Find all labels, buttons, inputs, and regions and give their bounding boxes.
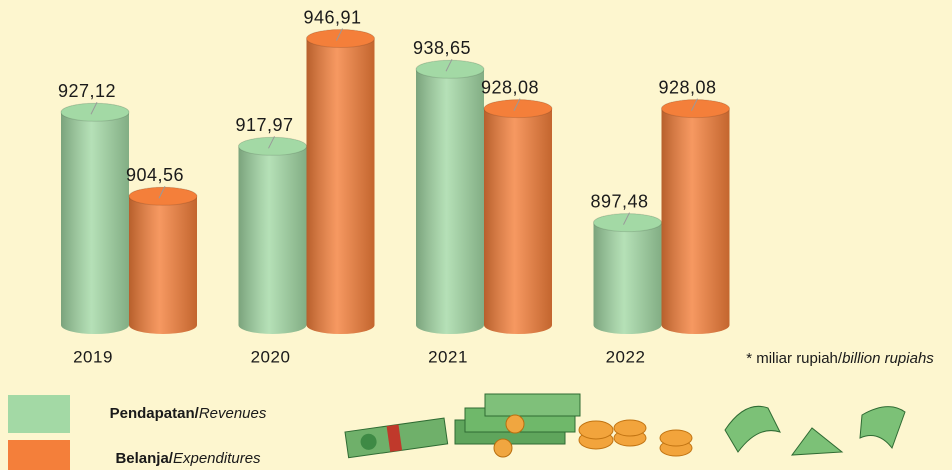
legend-label: Belanja/Expenditures bbox=[115, 450, 261, 467]
legend-swatch bbox=[8, 440, 70, 470]
bar-shading bbox=[662, 100, 730, 334]
legend-label: Pendapatan/Revenues bbox=[110, 405, 267, 422]
value-label: 946,91 bbox=[303, 7, 361, 27]
x-tick-label: 2021 bbox=[428, 347, 468, 366]
x-tick-label: 2022 bbox=[606, 347, 646, 366]
x-tick-label: 2020 bbox=[251, 347, 291, 366]
bar-shading bbox=[129, 187, 197, 334]
value-label: 928,08 bbox=[481, 77, 539, 97]
value-label: 927,12 bbox=[58, 81, 116, 101]
bar-shading bbox=[61, 103, 129, 334]
x-tick-label: 2019 bbox=[73, 347, 113, 366]
bar-shading bbox=[484, 100, 552, 334]
money-illustration bbox=[345, 394, 905, 458]
value-label: 904,56 bbox=[126, 165, 184, 185]
page: 927,12 917,97 938,65 897,48 904,56 946,91 928,… bbox=[0, 0, 952, 470]
value-label: 897,48 bbox=[590, 191, 648, 211]
bar-shading bbox=[416, 60, 484, 334]
chart: 927,12 917,97 938,65 897,48 904,56 946,91 928,… bbox=[0, 0, 952, 470]
bar-shading bbox=[239, 137, 307, 334]
note: * miliar rupiah/billion rupiahs bbox=[740, 348, 940, 369]
value-label: 938,65 bbox=[413, 38, 471, 58]
bar-shading bbox=[307, 30, 375, 334]
value-label: 917,97 bbox=[235, 115, 293, 135]
legend-swatch bbox=[8, 395, 70, 433]
value-label: 928,08 bbox=[658, 77, 716, 97]
